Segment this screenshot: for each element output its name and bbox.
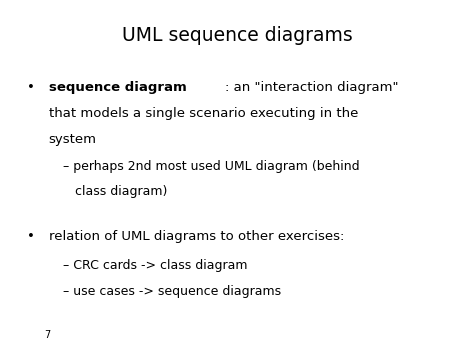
Text: that models a single scenario executing in the: that models a single scenario executing … [48,107,358,120]
Text: – perhaps 2nd most used UML diagram (behind: – perhaps 2nd most used UML diagram (beh… [63,160,359,173]
Text: – CRC cards -> class diagram: – CRC cards -> class diagram [63,258,247,272]
Text: sequence diagram: sequence diagram [48,81,186,94]
Text: system: system [48,133,97,147]
Text: •: • [27,81,35,94]
Text: class diagram): class diagram) [75,185,168,198]
Text: : an "interaction diagram": : an "interaction diagram" [225,81,399,94]
Text: relation of UML diagrams to other exercises:: relation of UML diagrams to other exerci… [48,230,344,243]
Text: – use cases -> sequence diagrams: – use cases -> sequence diagrams [63,285,281,298]
Text: 7: 7 [44,329,50,339]
Text: •: • [27,230,35,243]
Text: UML sequence diagrams: UML sequence diagrams [122,26,352,45]
